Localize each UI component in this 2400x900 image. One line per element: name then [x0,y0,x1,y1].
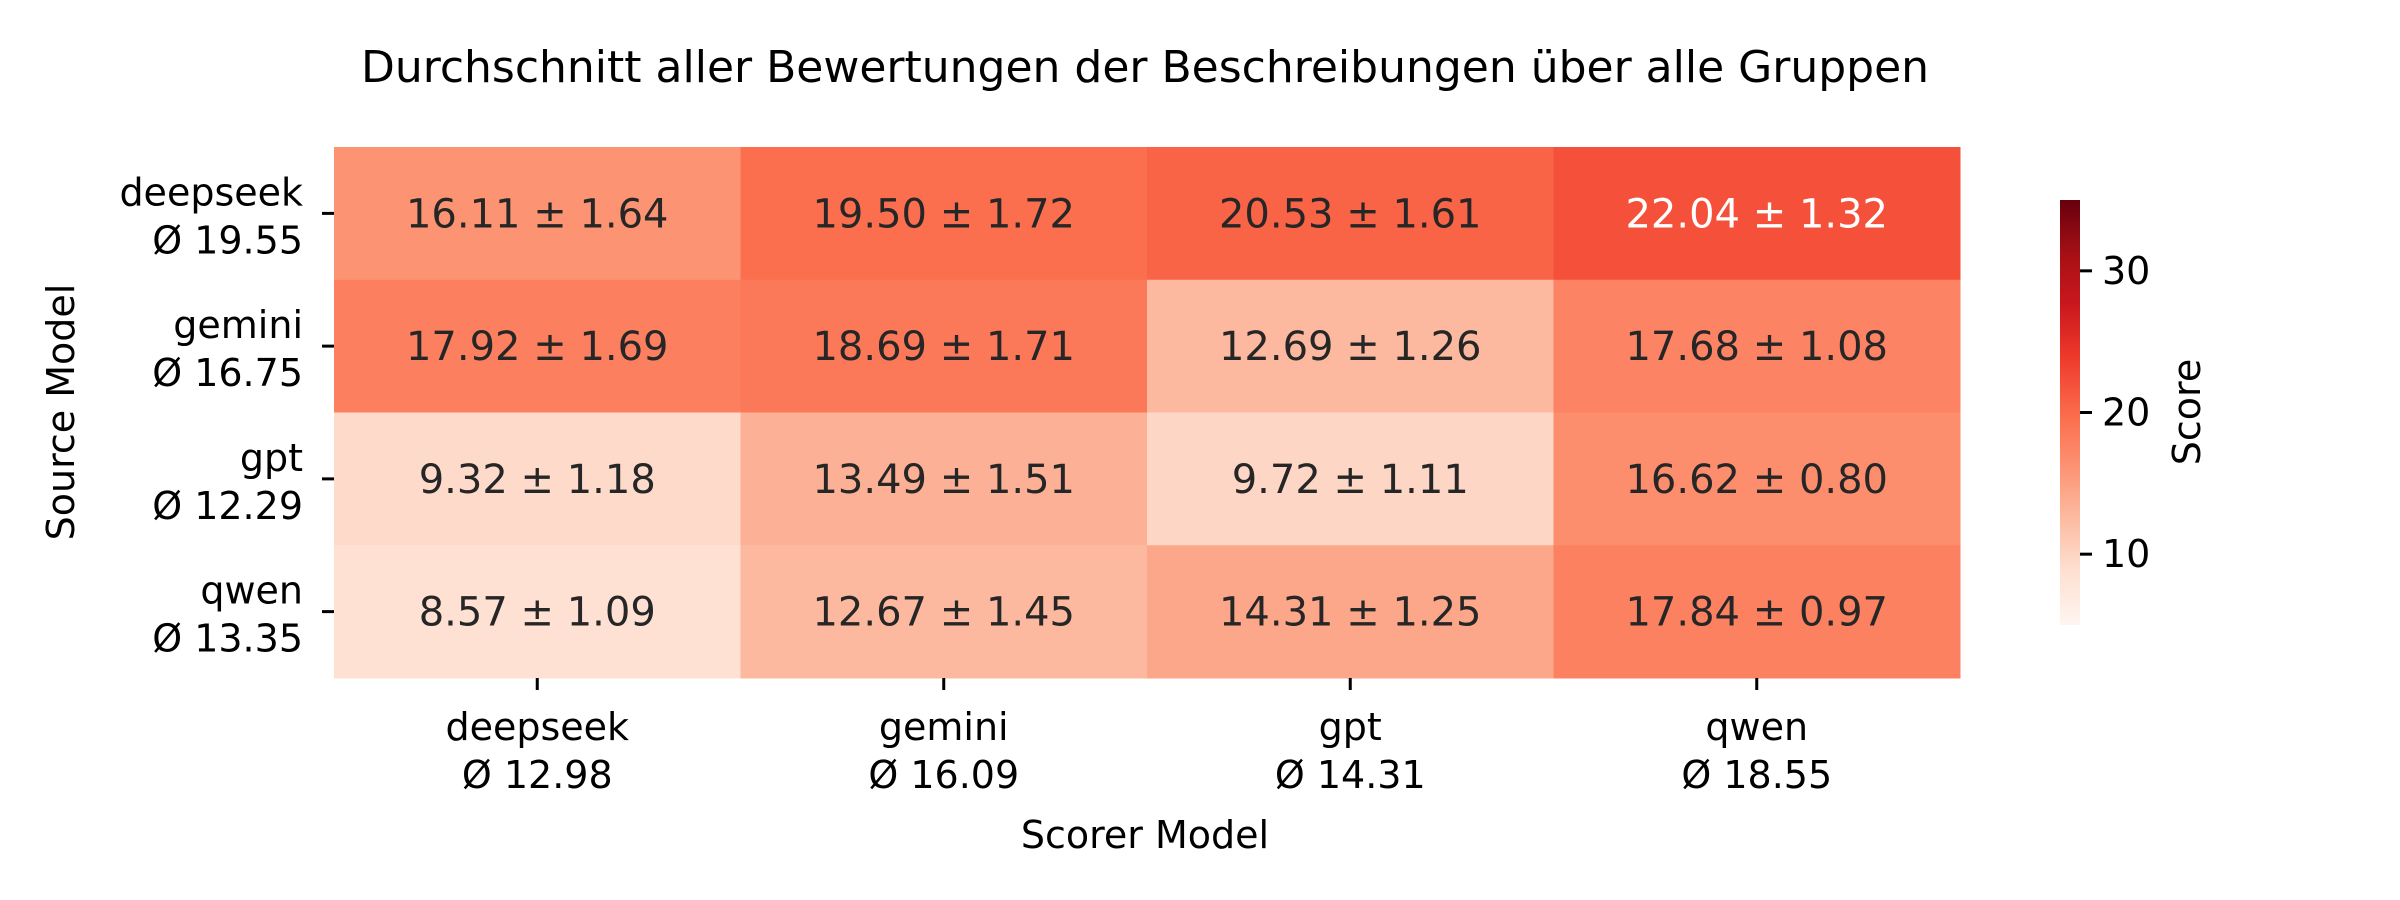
heatmap-cells [334,147,1961,679]
heatmap-cell [334,412,741,546]
colorbar-tick-label: 30 [2102,249,2150,293]
heatmap-cell [1147,279,1554,413]
x-tick-label: deepseek [445,705,629,749]
heatmap-cell-label: 9.32 ± 1.18 [419,457,656,503]
heatmap-cell-label: 17.68 ± 1.08 [1625,324,1888,370]
heatmap-cell-label: 8.57 ± 1.09 [419,590,656,636]
heatmap-cell [334,545,741,679]
heatmap-cell [1553,279,1961,413]
x-axis-label: Scorer Model [1021,813,1269,857]
colorbar [2060,200,2080,625]
heatmap-cell [334,279,741,413]
heatmap-cell-label: 12.69 ± 1.26 [1219,324,1482,370]
heatmap-cell-label: 20.53 ± 1.61 [1219,191,1482,237]
heatmap-cell-label: 16.11 ± 1.64 [406,191,669,237]
y-tick-label: qwen [200,569,303,613]
colorbar-tick-label: 10 [2102,532,2150,576]
x-tick-label: qwen [1705,705,1808,749]
y-axis-label: Source Model [39,284,83,541]
heatmap-cell [740,412,1148,546]
heatmap-cell [1147,412,1554,546]
heatmap-cell-label: 12.67 ± 1.45 [812,590,1075,636]
y-tick-mean: Ø 16.75 [152,351,303,395]
y-tick-mean: Ø 12.29 [152,484,303,528]
x-tick-mean: Ø 14.31 [1275,753,1426,797]
heatmap-cell [1553,412,1961,546]
heatmap-cell [1553,147,1961,281]
x-tick-label: gemini [879,705,1009,749]
x-tick-label: gpt [1319,705,1382,749]
heatmap-cell [1147,545,1554,679]
x-tick-mean: Ø 16.09 [868,753,1019,797]
heatmap-cell [1553,545,1961,679]
heatmap-cell-label: 22.04 ± 1.32 [1625,191,1888,237]
heatmap-cell [740,279,1148,413]
y-tick-label: gemini [173,303,303,347]
heatmap-cell-label: 19.50 ± 1.72 [812,191,1075,237]
colorbar-label: Score [2165,359,2209,465]
x-tick-mean: Ø 12.98 [462,753,613,797]
heatmap-cell-label: 13.49 ± 1.51 [812,457,1075,503]
heatmap-cell [740,147,1148,281]
y-tick-label: gpt [240,436,303,480]
heatmap-cell-label: 18.69 ± 1.71 [812,324,1075,370]
heatmap-cell-label: 9.72 ± 1.11 [1232,457,1469,503]
y-tick-mean: Ø 19.55 [152,218,303,262]
y-tick-mean: Ø 13.35 [152,617,303,661]
x-tick-mean: Ø 18.55 [1681,753,1832,797]
heatmap-cell-label: 17.92 ± 1.69 [406,324,669,370]
heatmap-cell-label: 17.84 ± 0.97 [1625,590,1888,636]
y-tick-label: deepseek [119,170,303,214]
heatmap-cell [740,545,1148,679]
heatmap-cell [1147,147,1554,281]
heatmap-cell [334,147,741,281]
heatmap-cell-label: 16.62 ± 0.80 [1625,457,1888,503]
heatmap-cell-label: 14.31 ± 1.25 [1219,590,1482,636]
colorbar-tick-label: 20 [2102,391,2150,435]
heatmap-cell-labels: 16.11 ± 1.64 19.50 ± 1.72 20.53 ± 1.61 22.0… [406,191,1888,635]
colorbar-ticks: 10 20 30 [2080,249,2150,576]
chart-title: Durchschnitt aller Bewertungen der Besch… [361,42,1929,93]
